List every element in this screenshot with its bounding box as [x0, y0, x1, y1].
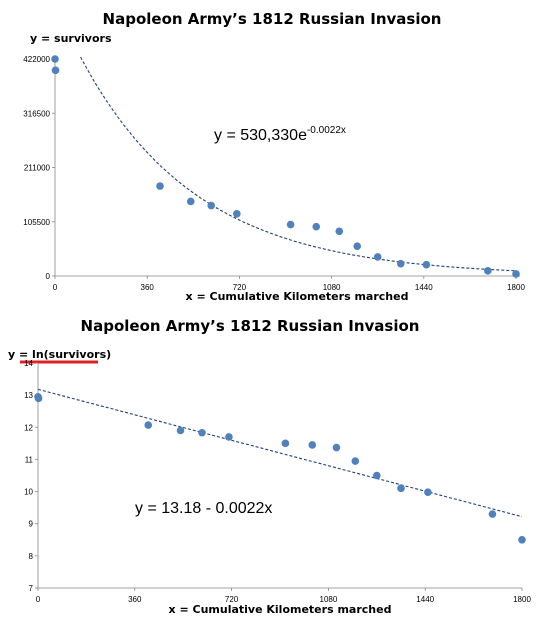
chart-2-x-tick-label: 360 [128, 595, 142, 604]
chart-2-x-ticks: 0 360 720 1080 1440 1800 [36, 588, 531, 604]
chart-1-points [51, 55, 520, 278]
chart-2: Napoleon Army’s 1812 Russian Invasion y … [8, 317, 531, 616]
chart-2-x-tick-label: 720 [225, 595, 239, 604]
chart-1-title: Napoleon Army’s 1812 Russian Invasion [103, 10, 442, 28]
chart-2-data-point [34, 394, 43, 403]
chart-1-y-tick-label: 0 [46, 272, 51, 281]
chart-2-y-ticks: 7 8 9 10 11 12 13 14 [24, 359, 38, 593]
chart-2-y-tick-label: 13 [24, 391, 33, 400]
chart-2-data-point [424, 488, 432, 497]
chart-2-title: Napoleon Army’s 1812 Russian Invasion [81, 317, 420, 335]
chart-2-data-point [198, 428, 206, 437]
chart-2-x-tick-label: 0 [36, 595, 41, 604]
chart-2-points [34, 392, 526, 544]
chart-1-x-tick-label: 0 [53, 283, 58, 292]
chart-1-data-point [186, 197, 195, 206]
chart-1-data-point [353, 242, 362, 250]
chart-2-data-point [373, 471, 381, 480]
chart-2-y-tick-label: 10 [24, 488, 33, 497]
chart-2-data-point [332, 443, 341, 452]
chart-1-data-point [207, 201, 216, 210]
chart-2-x-axis-label: x = Cumulative Kilometers marched [169, 603, 392, 616]
chart-1-x-tick-label: 1800 [507, 283, 525, 292]
chart-1-data-point [233, 209, 241, 218]
chart-2-x-tick-label: 1800 [513, 595, 531, 604]
chart-1-x-tick-label: 1080 [323, 283, 341, 292]
chart-1-x-tick-label: 1440 [415, 283, 433, 292]
chart-2-data-point [225, 433, 233, 441]
chart-2-x-tick-label: 1440 [416, 595, 434, 604]
chart-1-data-point [396, 259, 405, 268]
chart-1-trendline [80, 56, 517, 272]
chart-1-data-point [484, 267, 492, 275]
chart-2-y-tick-label: 11 [25, 455, 34, 464]
chart-1-data-point [51, 66, 60, 75]
chart-1-data-point [51, 55, 59, 63]
chart-2-data-point [488, 510, 497, 518]
chart-2-data-point [518, 535, 526, 544]
chart-2-trendline [37, 388, 523, 518]
chart-1-x-axis-label: x = Cumulative Kilometers marched [186, 290, 409, 303]
chart-1-y-axis-label: y = survivors [30, 32, 112, 45]
chart-1-y-tick-label: 316500 [23, 109, 50, 118]
chart-1-data-point [312, 222, 321, 231]
chart-1-equation-base: y = 530,330e [214, 127, 307, 144]
chart-1-data-point [286, 220, 295, 229]
chart-1-equation-exponent: -0.0022x [307, 125, 346, 136]
chart-2-data-point [176, 426, 185, 435]
chart-1-y-tick-label: 211000 [24, 164, 51, 173]
chart-1-data-point [422, 260, 431, 269]
chart-2-y-tick-label: 9 [29, 520, 34, 529]
chart-1-equation: y = 530,330e-0.0022x [214, 125, 346, 144]
chart-2-y-tick-label: 7 [29, 584, 34, 593]
chart-2-data-point [281, 439, 290, 448]
chart-2-y-tick-label: 12 [24, 423, 33, 432]
chart-1-y-tick-label: 105500 [23, 218, 50, 227]
chart-2-y-axis-label: y = ln(survivors) [8, 348, 111, 361]
chart-1: Napoleon Army’s 1812 Russian Invasion y … [23, 10, 525, 303]
chart-2-equation: y = 13.18 - 0.0022x [135, 500, 272, 517]
chart-1-data-point [156, 182, 164, 190]
chart-2-data-point [397, 484, 405, 493]
chart-2-y-tick-label: 14 [24, 359, 33, 368]
chart-1-data-point [512, 270, 520, 278]
chart-2-x-tick-label: 1080 [320, 595, 338, 604]
chart-2-y-tick-label: 8 [29, 552, 34, 561]
chart-1-x-tick-label: 360 [141, 283, 155, 292]
chart-2-data-point [144, 421, 153, 429]
chart-1-y-ticks: 0 105500 211000 316500 422000 [23, 55, 55, 281]
chart-1-x-tick-label: 720 [233, 283, 247, 292]
chart-2-data-point [351, 457, 360, 465]
chart-1-y-tick-label: 422000 [23, 55, 50, 64]
chart-1-data-point [373, 253, 382, 261]
chart-1-data-point [335, 227, 344, 236]
chart-2-data-point [308, 441, 317, 449]
